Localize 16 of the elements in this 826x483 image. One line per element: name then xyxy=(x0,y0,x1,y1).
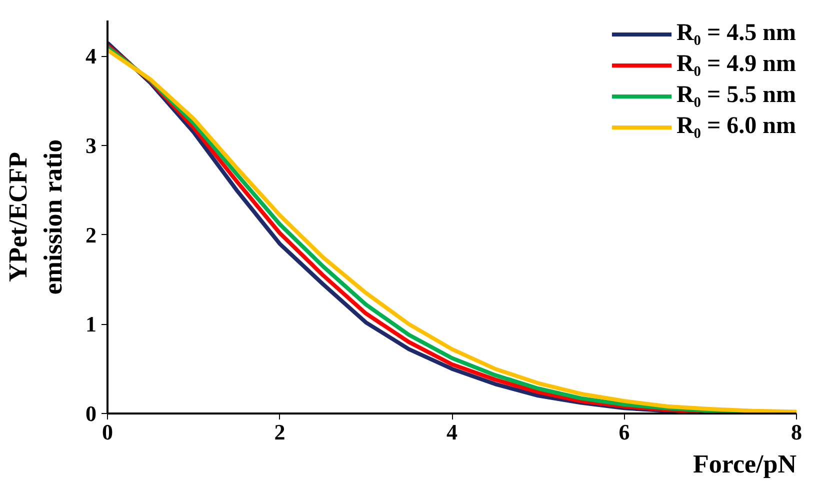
x-tick-label: 6 xyxy=(618,420,630,444)
y-tick-label: 4 xyxy=(86,44,96,69)
y-tick-label: 2 xyxy=(86,222,96,248)
x-axis-title: Force/pN xyxy=(693,450,797,478)
x-tick-label: 2 xyxy=(274,420,286,444)
y-tick-label: 0 xyxy=(86,401,96,426)
legend-label: R₀ = 4.5 nm xyxy=(676,20,796,47)
x-tick-label: 0 xyxy=(102,420,113,444)
x-tick-label: 8 xyxy=(791,420,802,444)
y-tick-label: 3 xyxy=(86,133,96,158)
y-axis-title: YPet/ECFP emission ratio xyxy=(4,139,68,295)
legend-label: R₀ = 6.0 nm xyxy=(676,113,796,140)
x-tick-label: 4 xyxy=(446,420,458,444)
y-tick-label: 1 xyxy=(86,312,96,337)
legend-label: R₀ = 5.5 nm xyxy=(676,82,796,109)
legend-label: R₀ = 4.9 nm xyxy=(676,51,796,78)
